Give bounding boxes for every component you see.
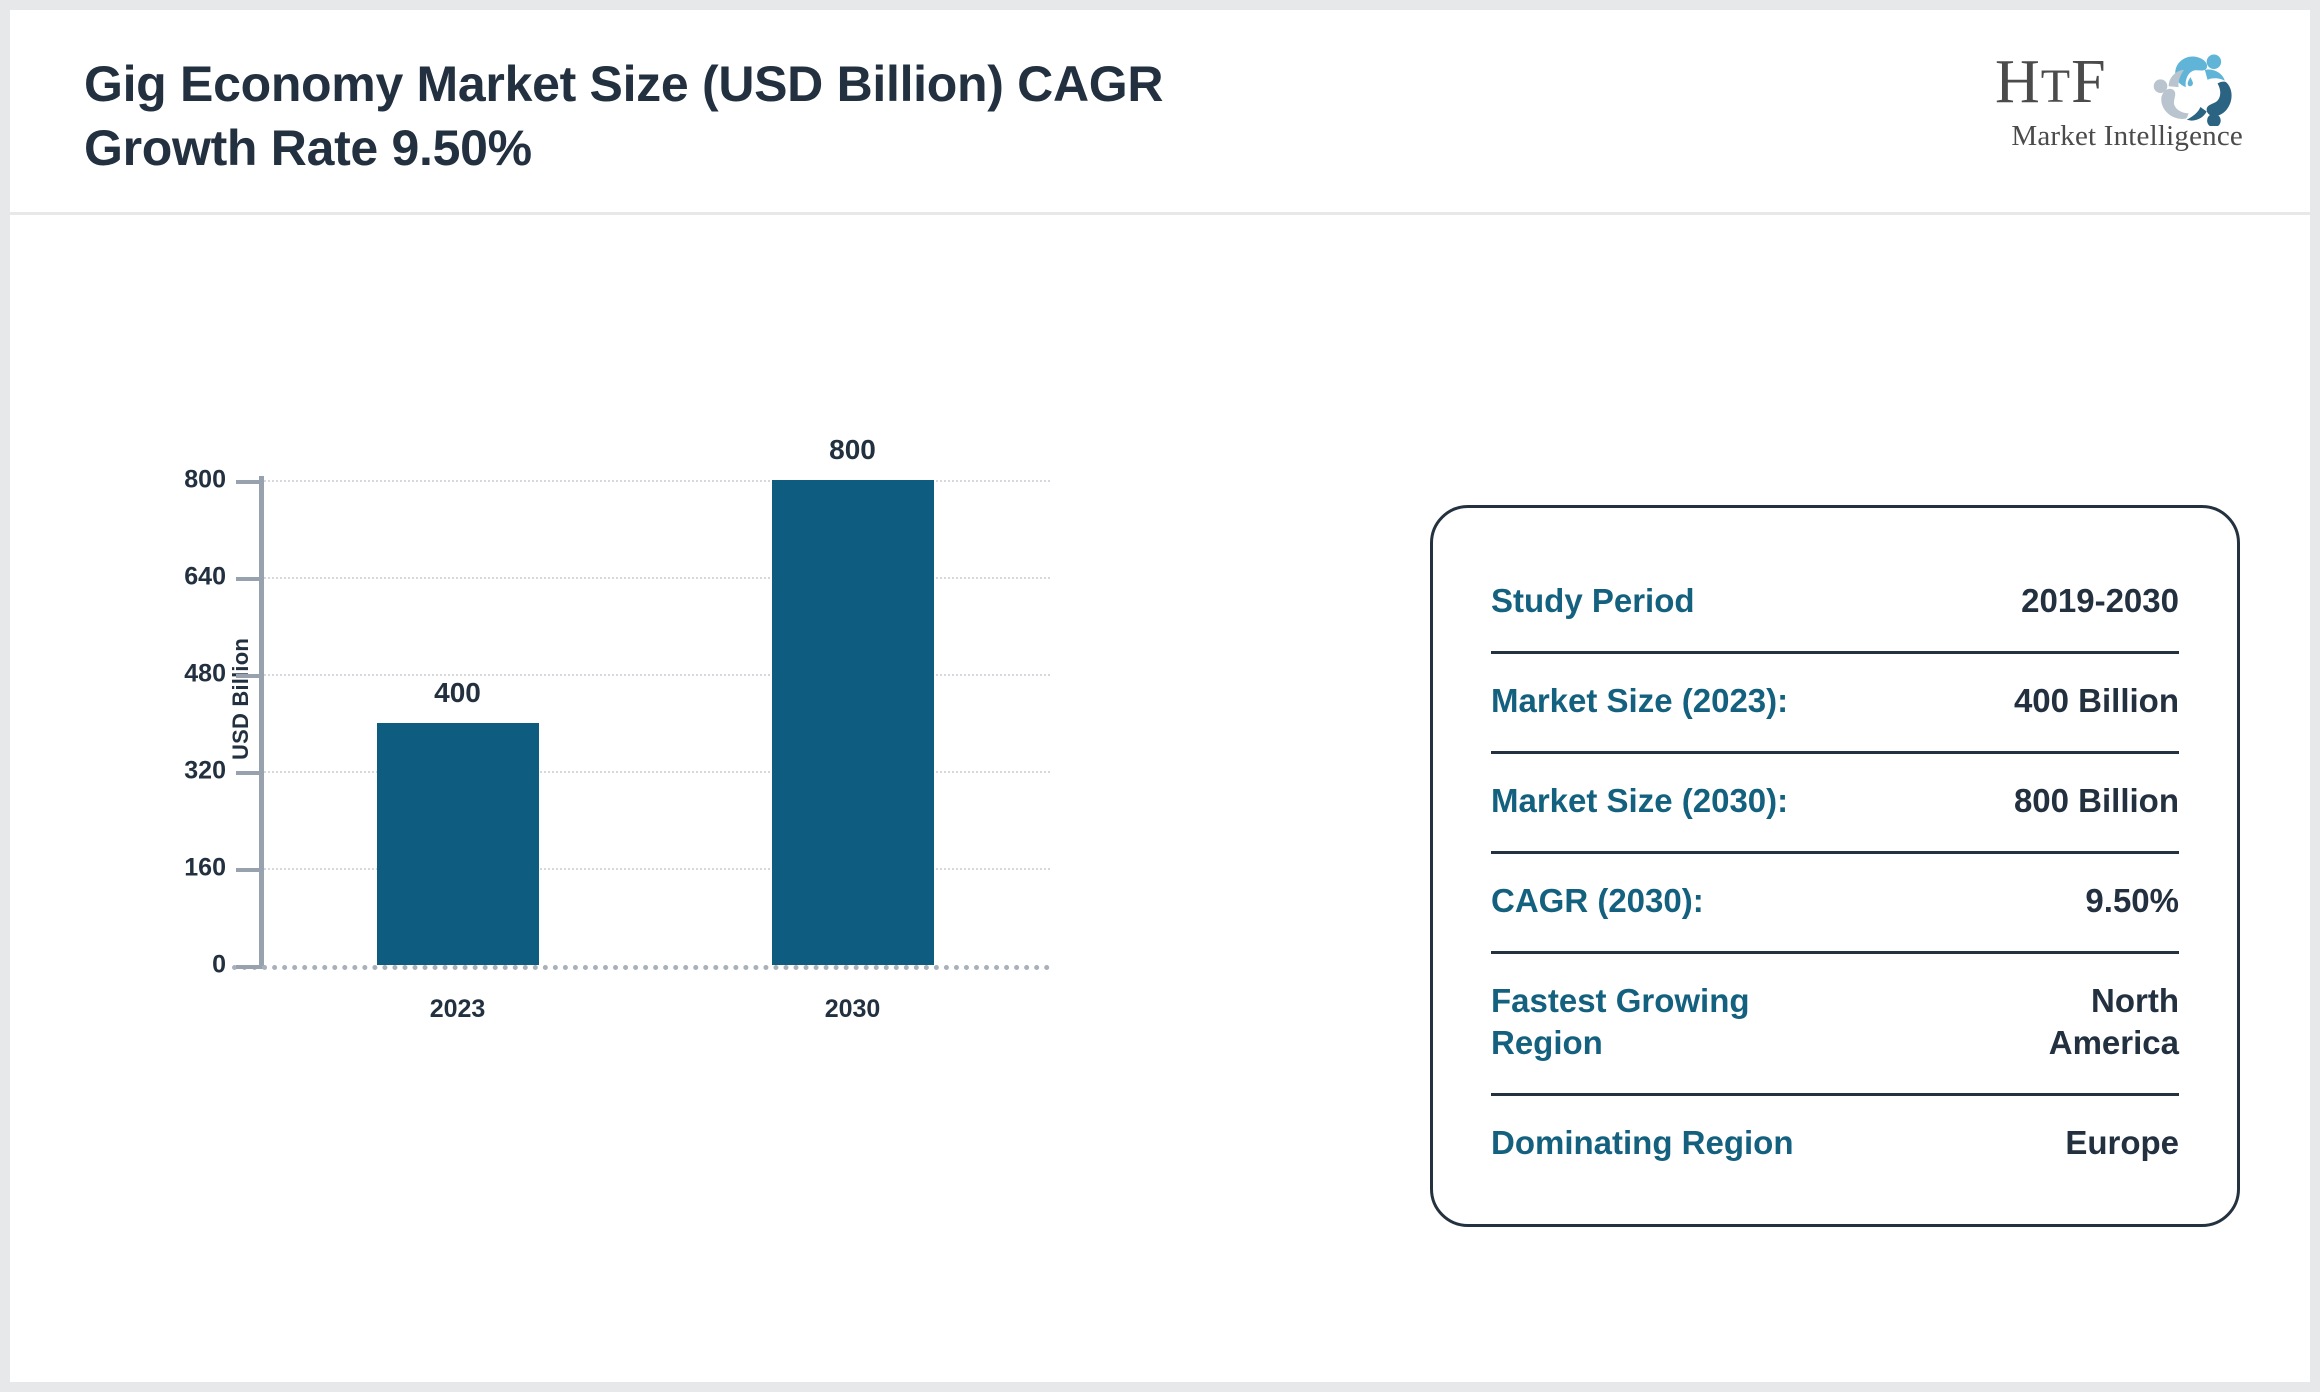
summary-row: CAGR (2030): 9.50%	[1491, 854, 2179, 954]
summary-row-value: Europe	[2065, 1124, 2179, 1162]
y-tick-mark	[236, 965, 262, 969]
x-axis-category-label: 2023	[429, 995, 486, 1023]
summary-row-value: 800 Billion	[2013, 781, 2179, 819]
y-tick-label: 160	[184, 853, 226, 882]
logo-mark: HTF	[1995, 48, 2245, 126]
page-title: Gig Economy Market Size (USD Billion) CA…	[84, 56, 1164, 176]
plot-area: 0 160 320 480 640 800 400 2023 800 2030	[184, 434, 1050, 1023]
summary-row-label: Market Size (2030):	[1491, 781, 1789, 819]
summary-row: Market Size (2023): 400 Billion	[1491, 654, 2179, 754]
bar-value-label: 400	[434, 676, 481, 708]
bar-chart: USD Billion 0 160 320 480 640 800 400 2023 800 2…	[90, 305, 1190, 1305]
logo-letter-h: H	[1995, 48, 2041, 116]
logo-wordmark: HTF	[1995, 46, 2107, 123]
bar[interactable]: 400 2023	[376, 677, 539, 1023]
y-tick-label: 480	[184, 659, 226, 688]
x-axis-category-label: 2030	[824, 995, 881, 1023]
y-axis-title: USD Billion	[228, 638, 253, 760]
logo-letter-f: F	[2071, 48, 2107, 116]
y-tick-mark	[236, 674, 262, 678]
summary-row-value: 9.50%	[2085, 881, 2179, 919]
y-tick-label: 0	[212, 950, 226, 979]
htf-market-intelligence-logo: HTF Ma	[1845, 48, 2245, 158]
header: Gig Economy Market Size (USD Billion) CA…	[10, 10, 2310, 215]
y-axis-line	[259, 476, 264, 969]
summary-row-label: CAGR (2030):	[1491, 881, 1704, 919]
summary-row-value: 400 Billion	[2013, 681, 2179, 719]
summary-row-label: Market Size (2023):	[1491, 681, 1789, 719]
three-people-swirl-icon	[2153, 54, 2232, 126]
summary-row-value: North America	[2048, 981, 2179, 1062]
summary-row: Dominating Region Europe	[1491, 1096, 2179, 1193]
logo-tagline: Market Intelligence	[2011, 120, 2243, 152]
summary-row-label: Fastest Growing Region	[1491, 981, 1750, 1062]
gridline	[260, 771, 1050, 773]
summary-row-label: Dominating Region	[1491, 1124, 1794, 1162]
logo-letter-t: T	[2040, 60, 2072, 113]
gridline	[260, 868, 1050, 870]
y-tick-label: 640	[184, 562, 226, 591]
gridline	[260, 577, 1050, 579]
x-axis-baseline	[232, 965, 1050, 970]
summary-row: Fastest Growing Region North America	[1491, 954, 2179, 1097]
y-tick-mark	[236, 771, 262, 775]
y-tick-mark	[236, 480, 262, 484]
bar[interactable]: 800 2030	[771, 434, 934, 1023]
gridline	[260, 480, 1050, 482]
summary-row-value: 2019-2030	[2021, 582, 2179, 619]
y-tick-mark	[236, 868, 262, 872]
summary-rows: Study Period 2019-2030 Market Size (2023):…	[1491, 566, 2179, 1193]
y-tick-label: 800	[184, 465, 226, 494]
y-tick-mark	[236, 577, 262, 581]
y-tick-label: 320	[184, 756, 226, 785]
bar-value-label: 800	[829, 434, 876, 465]
page-root: Gig Economy Market Size (USD Billion) CA…	[10, 10, 2310, 1382]
market-summary-card: Study Period 2019-2030 Market Size (2023):…	[1430, 505, 2240, 1227]
content-area: USD Billion 0 160 320 480 640 800 400 2023 800 2…	[10, 215, 2310, 1382]
summary-row: Market Size (2030): 800 Billion	[1491, 754, 2179, 854]
gridline	[260, 674, 1050, 676]
summary-row-label: Study Period	[1491, 582, 1695, 619]
summary-row: Study Period 2019-2030	[1491, 566, 2179, 654]
